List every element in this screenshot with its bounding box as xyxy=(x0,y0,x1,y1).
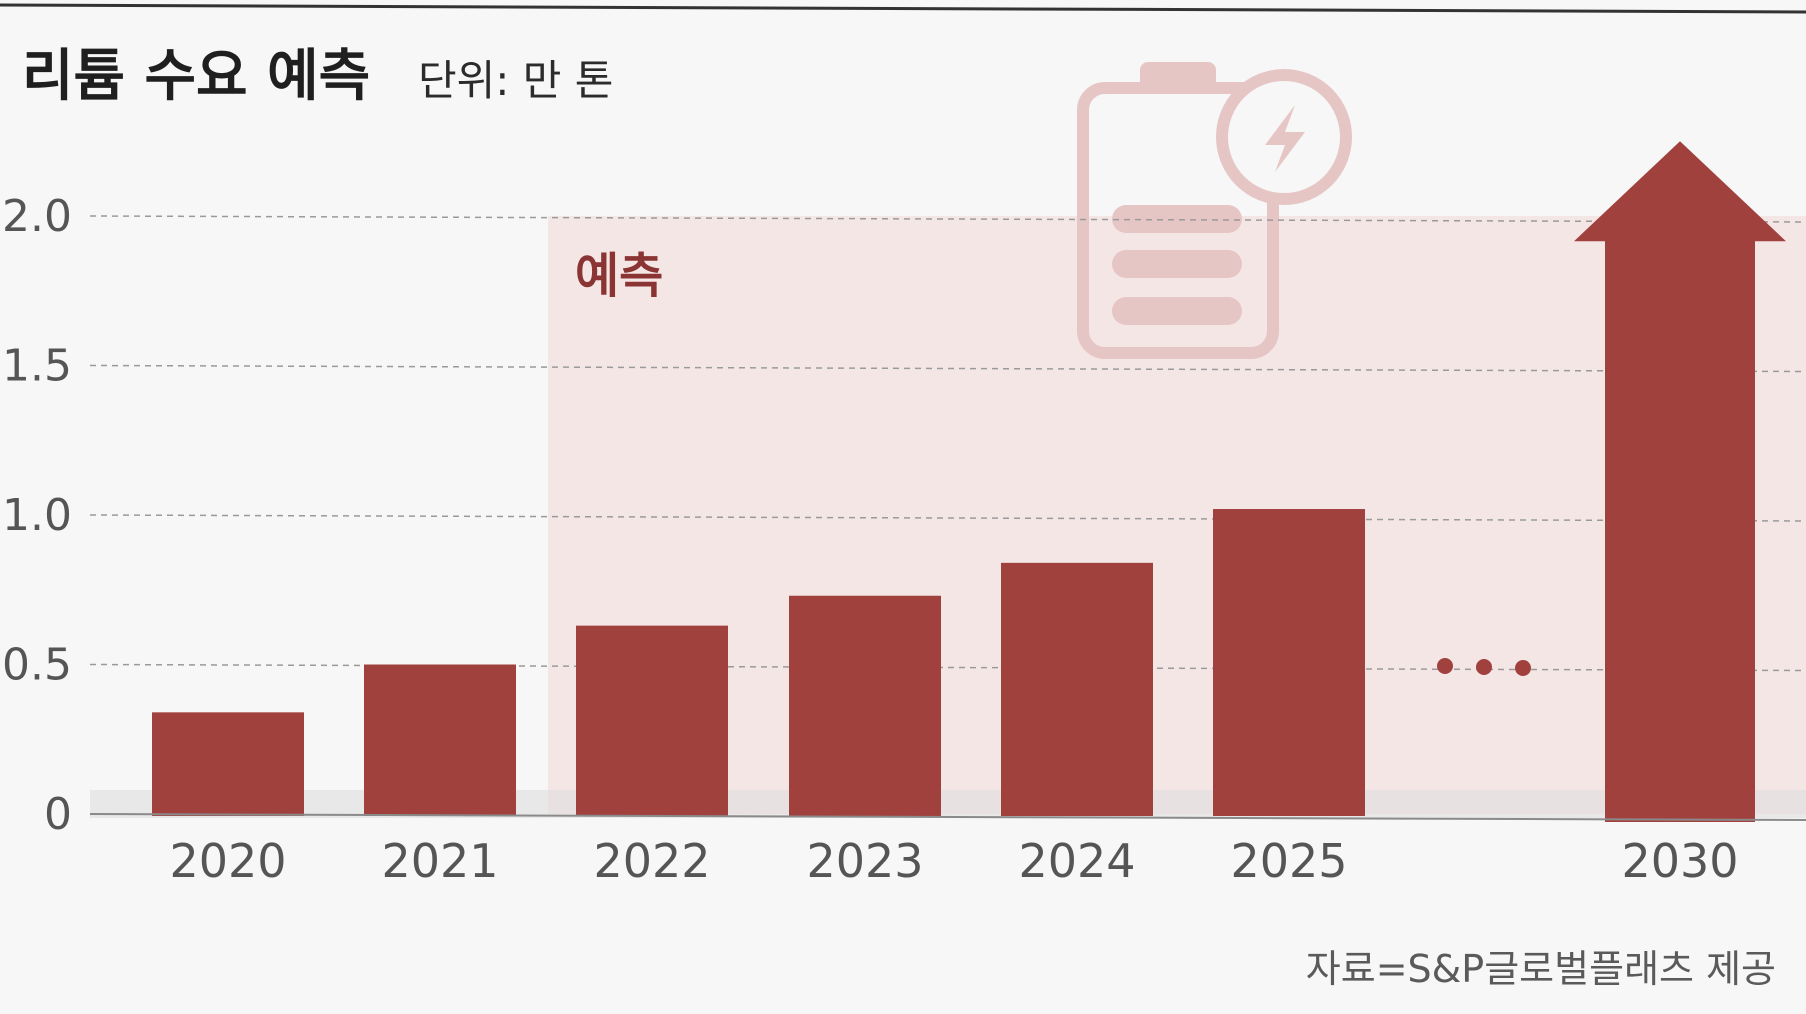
top-rule xyxy=(0,3,1806,14)
baseline-shadow xyxy=(90,790,1806,818)
bars xyxy=(152,141,1786,822)
y-tick-label: 2.0 xyxy=(2,191,72,242)
battery-charging-icon xyxy=(1077,62,1352,359)
y-axis-ticks: 0 0.5 1.0 1.5 2.0 xyxy=(2,191,72,840)
gridline xyxy=(89,364,1806,373)
x-category-label: 2023 xyxy=(806,834,923,888)
bar-2021 xyxy=(364,664,516,816)
y-tick-label: 1.5 xyxy=(2,341,72,392)
chart-unit: 단위: 만 톤 xyxy=(418,56,613,105)
bar-2023 xyxy=(789,595,941,816)
x-category-label: 2022 xyxy=(593,834,710,888)
y-tick-label: 0.5 xyxy=(2,640,72,691)
gridline xyxy=(89,514,1806,522)
x-category-label: 2024 xyxy=(1018,834,1135,888)
bar-2024 xyxy=(1001,562,1153,816)
bar-2025 xyxy=(1213,509,1365,816)
forecast-label: 예측 xyxy=(575,248,663,304)
chart-title: 리튬 수요 예측 xyxy=(22,44,370,109)
bar-2022 xyxy=(576,625,728,816)
y-tick-label: 0 xyxy=(44,789,72,840)
bar-2020 xyxy=(152,712,304,816)
source-label: 자료=S&P글로벌플래츠 제공 xyxy=(1306,947,1776,991)
x-category-label: 2021 xyxy=(381,834,498,888)
x-category-label: 2030 xyxy=(1621,834,1738,888)
grid-lines xyxy=(89,215,1806,672)
y-tick-label: 1.0 xyxy=(2,490,72,541)
gridline xyxy=(89,215,1806,223)
bar-arrow-2030 xyxy=(1574,141,1786,822)
category-labels: 2020 2021 2022 2023 2024 2025 2030 xyxy=(169,834,1738,888)
x-category-label: 2020 xyxy=(169,834,286,888)
break-marker xyxy=(1437,658,1531,676)
x-axis-baseline xyxy=(89,813,1806,821)
x-category-label: 2025 xyxy=(1230,834,1347,888)
